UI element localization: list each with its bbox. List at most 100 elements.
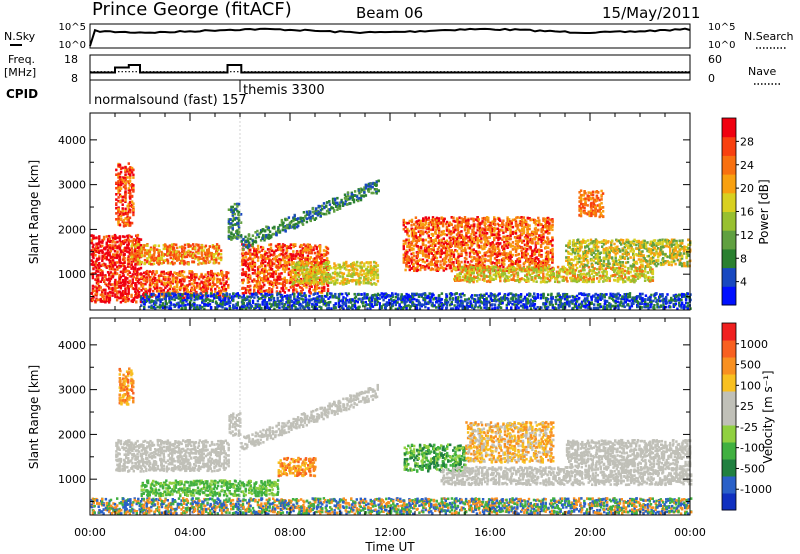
scatter-cell xyxy=(142,279,146,282)
scatter-cell xyxy=(175,285,179,288)
scatter-cell xyxy=(292,254,295,257)
scatter-cell xyxy=(124,193,127,196)
scatter-cell xyxy=(435,256,439,260)
scatter-cell xyxy=(104,282,107,286)
scatter-cell xyxy=(161,258,164,261)
scatter-cell xyxy=(281,267,285,271)
scatter-cell xyxy=(128,254,132,257)
scatter-cell xyxy=(244,291,248,295)
scatter-cell xyxy=(128,194,132,198)
scatter-cell xyxy=(324,259,328,262)
scatter-cell xyxy=(130,166,134,170)
scatter-cell xyxy=(207,271,210,274)
scatter-cell xyxy=(123,252,126,256)
scatter-cell xyxy=(374,283,378,286)
scatter-cell xyxy=(133,254,136,258)
scatter-cell xyxy=(223,286,226,290)
scatter-cell xyxy=(306,258,310,261)
scatter-cell xyxy=(312,263,315,267)
scatter-cell xyxy=(189,253,192,256)
scatter-cell xyxy=(111,294,114,297)
scatter-cell xyxy=(314,244,317,248)
scatter-cell xyxy=(261,258,265,261)
scatter-cell xyxy=(167,271,170,274)
scatter-cell xyxy=(166,283,170,286)
scatter-cell xyxy=(173,277,176,280)
scatter-cell xyxy=(193,281,197,285)
scatter-cell xyxy=(322,276,326,279)
scatter-cell xyxy=(129,200,132,204)
scatter-cell xyxy=(204,261,208,265)
scatter-cell xyxy=(91,274,95,277)
scatter-cell xyxy=(176,291,179,294)
scatter-cell xyxy=(220,282,223,285)
scatter-cell xyxy=(412,262,415,266)
scatter-cell xyxy=(121,220,124,223)
scatter-cell xyxy=(292,261,295,264)
scatter-cell xyxy=(143,262,147,265)
scatter-cell xyxy=(227,235,231,238)
scatter-cell xyxy=(367,281,370,285)
scatter-cell xyxy=(322,283,326,286)
scatter-cell xyxy=(301,251,304,255)
scatter-cell xyxy=(162,259,165,263)
scatter-cell xyxy=(478,251,482,254)
scatter-cell xyxy=(119,215,123,218)
scatter-cell xyxy=(168,277,171,281)
scatter-cell xyxy=(499,264,502,268)
scatter-cell xyxy=(143,248,147,252)
scatter-cell xyxy=(306,277,309,280)
scatter-cell xyxy=(241,263,244,267)
scatter-cell xyxy=(260,262,263,265)
scatter-cell xyxy=(104,252,107,256)
scatter-cell xyxy=(126,176,129,179)
scatter-cell xyxy=(122,185,126,189)
scatter-cell xyxy=(116,255,119,258)
scatter-cell xyxy=(200,288,203,292)
scatter-cell xyxy=(98,251,101,255)
scatter-cell xyxy=(450,269,453,273)
scatter-cell xyxy=(326,267,329,270)
scatter-cell xyxy=(102,279,106,282)
scatter-cell xyxy=(402,245,405,248)
scatter-cell xyxy=(128,271,132,274)
scatter-cell xyxy=(244,270,248,274)
scatter-cell xyxy=(157,276,161,280)
scatter-cell xyxy=(269,275,273,278)
scatter-cell xyxy=(520,249,523,253)
scatter-cell xyxy=(108,277,111,280)
scatter-cell xyxy=(124,280,127,283)
scatter-cell xyxy=(315,265,318,269)
scatter-cell xyxy=(293,273,297,277)
scatter-cell xyxy=(325,271,328,275)
scatter-cell xyxy=(223,284,226,287)
scatter-cell xyxy=(265,256,268,260)
scatter-cell xyxy=(122,195,126,199)
scatter-cell xyxy=(91,276,95,280)
scatter-cell xyxy=(517,252,521,256)
scatter-cell xyxy=(105,266,108,269)
scatter-cell xyxy=(127,210,130,213)
scatter-cell xyxy=(116,236,119,240)
scatter-cell xyxy=(339,282,342,285)
scatter-cell xyxy=(427,245,430,249)
scatter-cell xyxy=(282,277,285,281)
scatter-cell xyxy=(101,293,104,296)
scatter-cell xyxy=(306,246,310,250)
scatter-cell xyxy=(151,272,154,276)
scatter-cell xyxy=(162,254,165,258)
nave-right-tick-bottom: 0 xyxy=(708,72,715,85)
scatter-cell xyxy=(113,249,117,253)
scatter-cell xyxy=(275,281,279,284)
scatter-cell xyxy=(285,254,289,258)
scatter-cell xyxy=(114,253,117,256)
scatter-cell xyxy=(213,260,216,263)
scatter-cell xyxy=(124,276,127,279)
scatter-cell xyxy=(158,261,161,264)
scatter-cell xyxy=(251,265,254,268)
scatter-cell xyxy=(114,278,117,282)
scatter-cell xyxy=(157,259,160,262)
scatter-cell xyxy=(454,224,457,228)
scatter-cell xyxy=(270,290,274,293)
scatter-cell xyxy=(213,247,216,250)
